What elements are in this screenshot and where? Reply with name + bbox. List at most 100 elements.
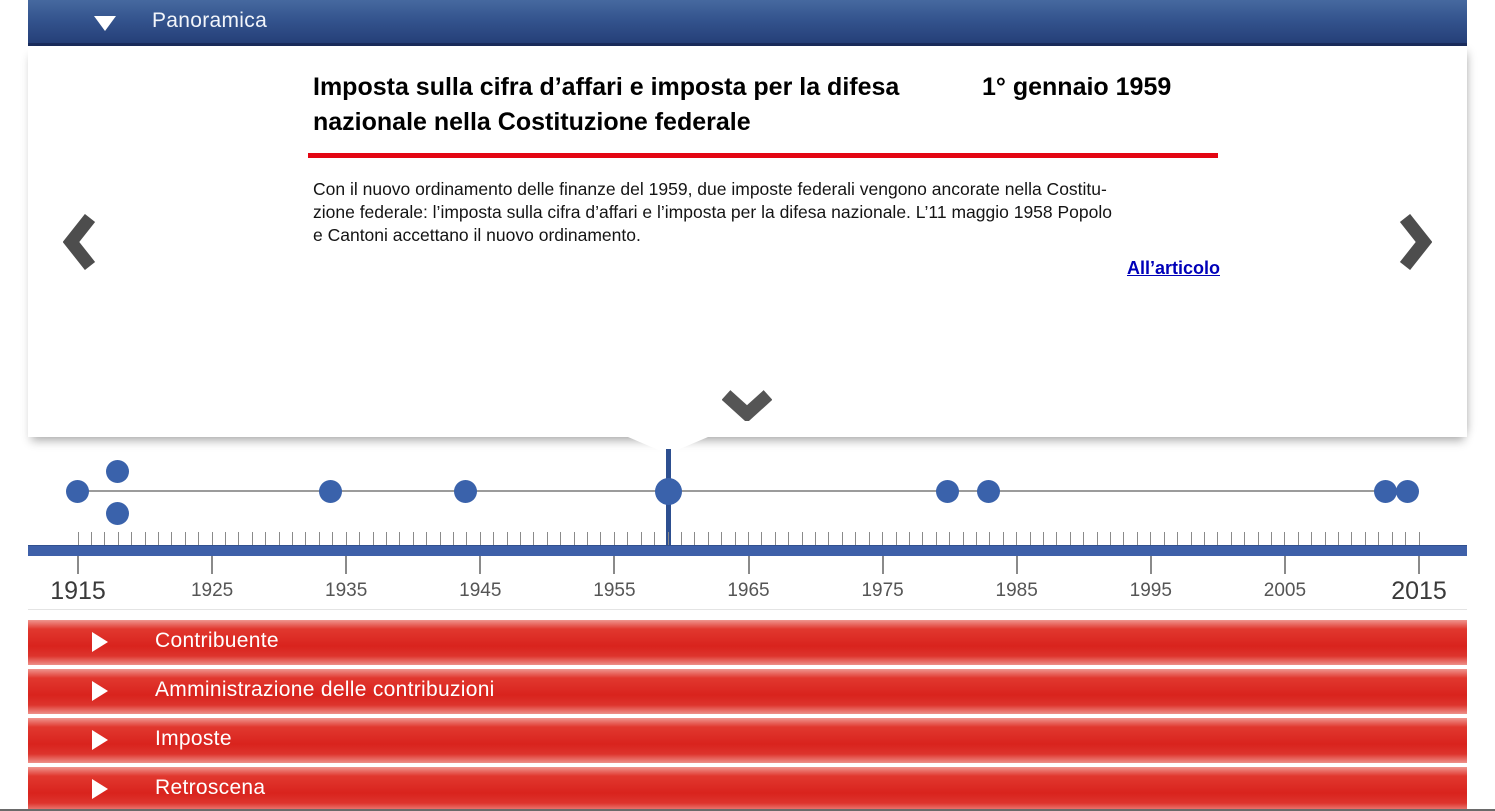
- event-date: 1° gennaio 1959: [982, 73, 1172, 101]
- triangle-right-icon: [92, 681, 108, 701]
- timeline-event-dot[interactable]: [976, 479, 1000, 503]
- year-tick: [1391, 532, 1393, 545]
- year-tick: [1110, 532, 1112, 545]
- year-tick: [1338, 532, 1340, 545]
- year-tick: [1029, 532, 1031, 545]
- panoramica-header[interactable]: Panoramica: [28, 0, 1467, 46]
- year-tick: [734, 532, 736, 545]
- timeline-event-dot[interactable]: [318, 479, 342, 503]
- decade-label: 1995: [1129, 580, 1172, 601]
- year-tick: [412, 532, 414, 545]
- year-tick: [908, 532, 910, 545]
- timeline-event-dot[interactable]: [1373, 479, 1397, 503]
- event-description: Con il nuovo ordinamento delle finanze d…: [313, 179, 1113, 245]
- year-tick: [1177, 532, 1179, 545]
- chevron-down-icon: [722, 390, 772, 421]
- year-tick: [707, 532, 709, 545]
- prev-event-button[interactable]: [63, 214, 97, 270]
- accordion-row-imposte[interactable]: Imposte: [28, 718, 1467, 763]
- timeline-bottom-hairline: [28, 609, 1467, 610]
- year-tick: [452, 532, 454, 545]
- decade-label: 1975: [861, 580, 904, 601]
- decade-label: 1985: [995, 580, 1038, 601]
- collapse-card-button[interactable]: [722, 388, 772, 421]
- triangle-down-icon: [94, 16, 116, 31]
- triangle-right-icon: [92, 779, 108, 799]
- year-tick: [962, 532, 964, 545]
- year-tick: [1364, 532, 1366, 545]
- accordion-label: Imposte: [155, 727, 232, 750]
- timeline-event-dot[interactable]: [1395, 479, 1419, 503]
- year-tick: [1297, 532, 1299, 545]
- year-tick: [157, 532, 159, 545]
- year-tick: [385, 532, 387, 545]
- accordion-row-retroscena[interactable]: Retroscena: [28, 767, 1467, 811]
- year-tick: [949, 532, 951, 545]
- year-tick: [560, 532, 562, 545]
- accordion-row-amministrazione-delle-contribuzioni[interactable]: Amministrazione delle contribuzioni: [28, 669, 1467, 714]
- accordion-row-contribuente[interactable]: Contribuente: [28, 620, 1467, 665]
- accordion-label: Amministrazione delle contribuzioni: [155, 678, 495, 701]
- decade-tick: [479, 556, 482, 574]
- year-tick: [1069, 532, 1071, 545]
- decade-label: 1955: [593, 580, 636, 601]
- year-tick: [975, 532, 977, 545]
- year-tick: [748, 532, 749, 545]
- year-tick: [520, 532, 522, 545]
- year-tick: [1270, 532, 1272, 545]
- timeline-bar: [28, 545, 1467, 556]
- decade-tick: [1015, 556, 1018, 574]
- year-tick: [426, 532, 428, 545]
- timeline-event-dot[interactable]: [65, 479, 89, 503]
- year-tick: [801, 532, 803, 545]
- decade-label: 1935: [325, 580, 368, 601]
- year-tick: [627, 532, 629, 545]
- timeline-event-dot[interactable]: [453, 479, 477, 503]
- decade-tick: [613, 556, 616, 574]
- year-tick: [1257, 532, 1259, 545]
- year-tick: [77, 532, 79, 545]
- year-tick: [1284, 532, 1286, 545]
- year-tick: [935, 532, 937, 545]
- year-tick: [694, 532, 696, 545]
- year-tick: [1351, 532, 1353, 545]
- year-tick: [1203, 532, 1205, 545]
- year-tick: [318, 532, 320, 545]
- timeline-event-dot[interactable]: [935, 479, 959, 503]
- decade-label: 1915: [50, 577, 106, 605]
- decade-tick: [1283, 556, 1286, 574]
- article-link[interactable]: All’articolo: [1126, 258, 1220, 278]
- red-divider: [308, 153, 1218, 158]
- year-tick: [439, 532, 441, 545]
- accordion-label: Contribuente: [155, 629, 279, 652]
- window-bottom-edge: [0, 809, 1495, 811]
- year-tick: [721, 532, 723, 545]
- panoramica-label: Panoramica: [152, 9, 268, 32]
- year-tick: [828, 532, 830, 545]
- year-tick: [761, 532, 763, 545]
- decade-label: 1965: [727, 580, 770, 601]
- year-tick: [667, 532, 669, 545]
- year-tick: [171, 532, 173, 545]
- year-tick: [90, 532, 92, 545]
- card-pointer-notch: [628, 437, 708, 454]
- year-tick: [1123, 532, 1125, 545]
- chevron-left-icon: [63, 214, 96, 270]
- year-tick: [533, 532, 535, 545]
- year-tick: [1190, 532, 1192, 545]
- timeline-event-dot[interactable]: [105, 459, 129, 483]
- year-tick: [774, 532, 776, 545]
- decade-tick: [881, 556, 884, 574]
- year-tick: [868, 532, 870, 545]
- year-tick: [332, 532, 334, 545]
- event-card: Imposta sulla cifra d’affari e imposta p…: [28, 46, 1467, 437]
- year-tick: [466, 532, 468, 545]
- year-tick: [1230, 532, 1232, 545]
- decade-tick: [77, 556, 79, 574]
- year-tick: [815, 532, 817, 545]
- year-tick: [144, 532, 146, 545]
- timeline-event-dot[interactable]: [654, 477, 682, 505]
- timeline-event-dot[interactable]: [105, 501, 129, 525]
- year-tick: [573, 532, 575, 545]
- next-event-button[interactable]: [1398, 214, 1432, 270]
